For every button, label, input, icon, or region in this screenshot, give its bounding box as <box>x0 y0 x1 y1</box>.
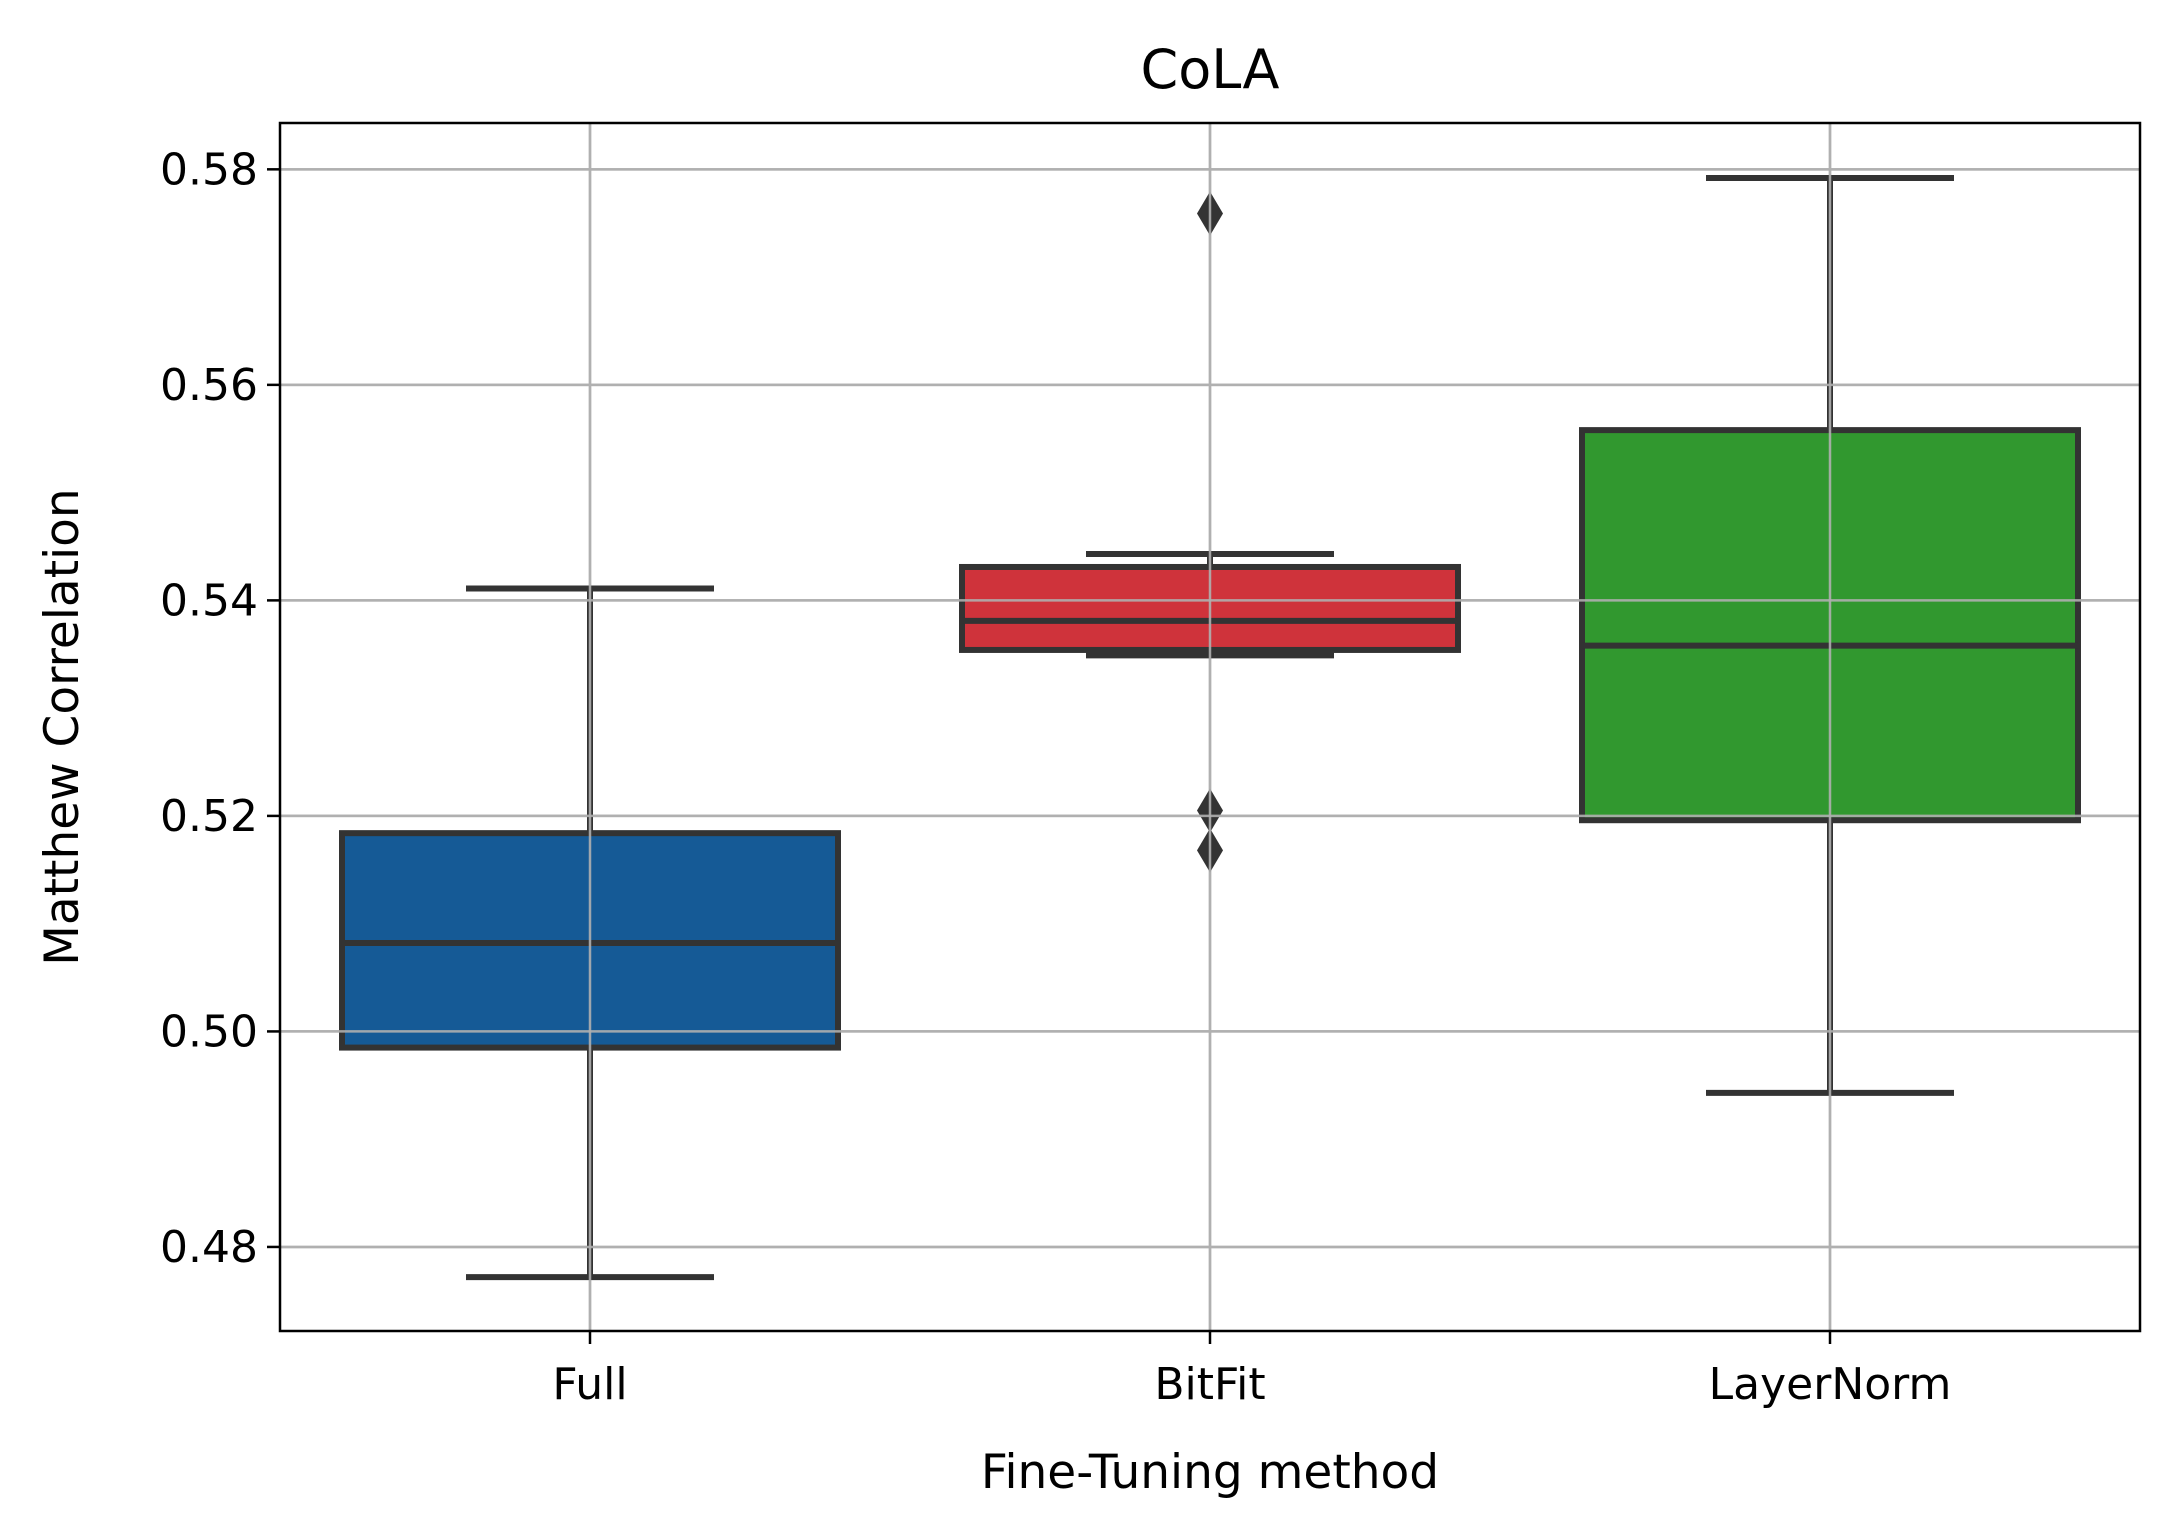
y-tick-label: 0.54 <box>160 575 258 626</box>
x-tick-label: LayerNorm <box>1709 1359 1952 1410</box>
y-tick-label: 0.56 <box>160 360 258 411</box>
y-axis: 0.48 0.50 0.52 0.54 0.56 0.58 <box>160 144 280 1273</box>
y-tick-label: 0.58 <box>160 144 258 195</box>
x-tick-label: BitFit <box>1154 1359 1265 1410</box>
y-tick-label: 0.52 <box>160 791 258 842</box>
y-tick-label: 0.48 <box>160 1222 258 1273</box>
x-tick-label: Full <box>552 1359 627 1410</box>
x-axis: Full BitFit LayerNorm <box>552 1331 1951 1410</box>
x-axis-label: Fine-Tuning method <box>981 1445 1439 1500</box>
y-tick-label: 0.50 <box>160 1006 258 1057</box>
y-axis-label: Matthew Correlation <box>35 488 90 965</box>
box-series <box>280 123 2140 1331</box>
chart-title: CoLA <box>1140 38 1279 101</box>
